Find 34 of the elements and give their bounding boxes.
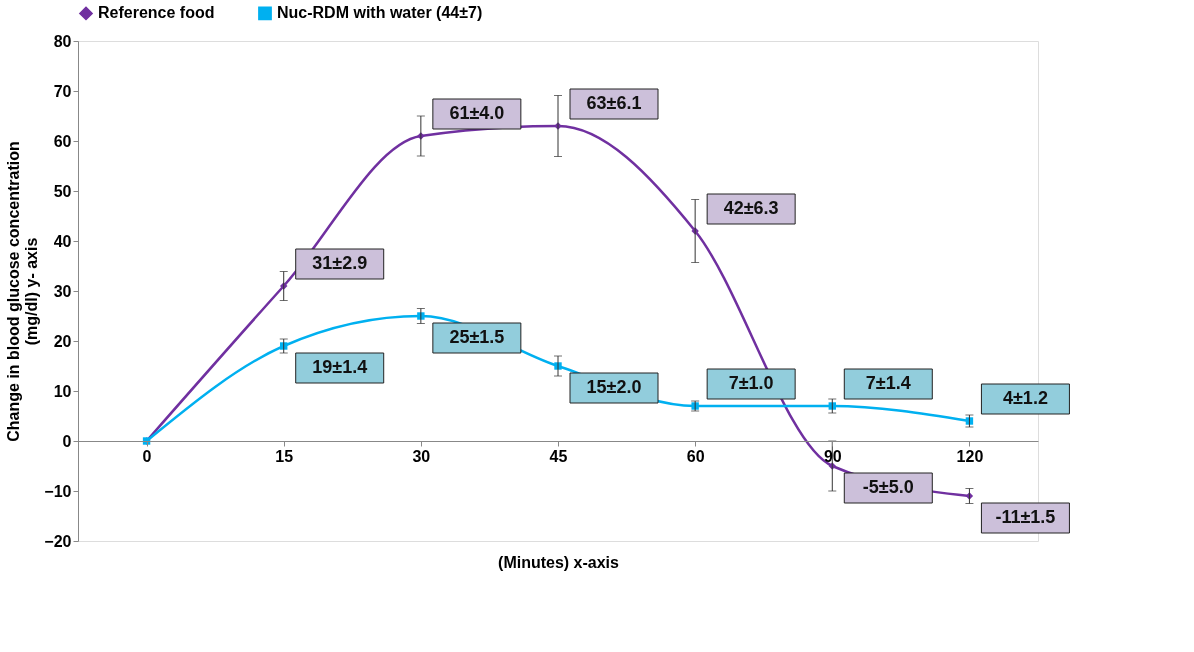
x-tick-label: 30 bbox=[412, 447, 431, 465]
y-tick-label: 30 bbox=[53, 282, 72, 300]
data-label: -11±1.5 bbox=[995, 507, 1056, 527]
y-tick-label: 10 bbox=[53, 382, 72, 400]
x-tick-label: 120 bbox=[956, 447, 984, 465]
y-tick-label: 50 bbox=[53, 182, 72, 200]
y-tick-label: 0 bbox=[62, 432, 72, 450]
data-label: 7±1.4 bbox=[865, 373, 911, 393]
x-tick-label: 0 bbox=[142, 447, 152, 465]
legend-label: Nuc-RDM with water (44±7) bbox=[277, 4, 483, 22]
data-label: 19±1.4 bbox=[312, 357, 368, 377]
data-label: 4±1.2 bbox=[1002, 388, 1048, 408]
y-tick-label: 20 bbox=[53, 332, 72, 350]
y-tick-label: 80 bbox=[53, 32, 72, 50]
y-tick-label: 40 bbox=[53, 232, 72, 250]
data-label: 63±6.1 bbox=[586, 93, 642, 113]
data-label: -5±5.0 bbox=[862, 477, 914, 497]
y-tick-label: 60 bbox=[53, 132, 72, 150]
data-label: 61±4.0 bbox=[449, 103, 505, 123]
x-tick-label: 15 bbox=[275, 447, 294, 465]
x-tick-label: 45 bbox=[549, 447, 568, 465]
text: Change in blood glucose concentration bbox=[5, 141, 23, 442]
x-axis-title: (Minutes) x-axis bbox=[498, 553, 620, 571]
data-label: 7±1.0 bbox=[728, 373, 774, 393]
y-tick-label: −20 bbox=[44, 532, 72, 550]
data-label: 25±1.5 bbox=[449, 327, 505, 347]
text: (mg/dl) y- axis bbox=[23, 237, 41, 346]
x-tick-label: 60 bbox=[686, 447, 705, 465]
y-tick-label: −10 bbox=[44, 482, 72, 500]
y-tick-label: 70 bbox=[53, 82, 72, 100]
data-label: 31±2.9 bbox=[312, 253, 368, 273]
data-label: 42±6.3 bbox=[723, 198, 779, 218]
data-label: 15±2.0 bbox=[586, 377, 642, 397]
legend-label: Reference food bbox=[98, 4, 215, 22]
